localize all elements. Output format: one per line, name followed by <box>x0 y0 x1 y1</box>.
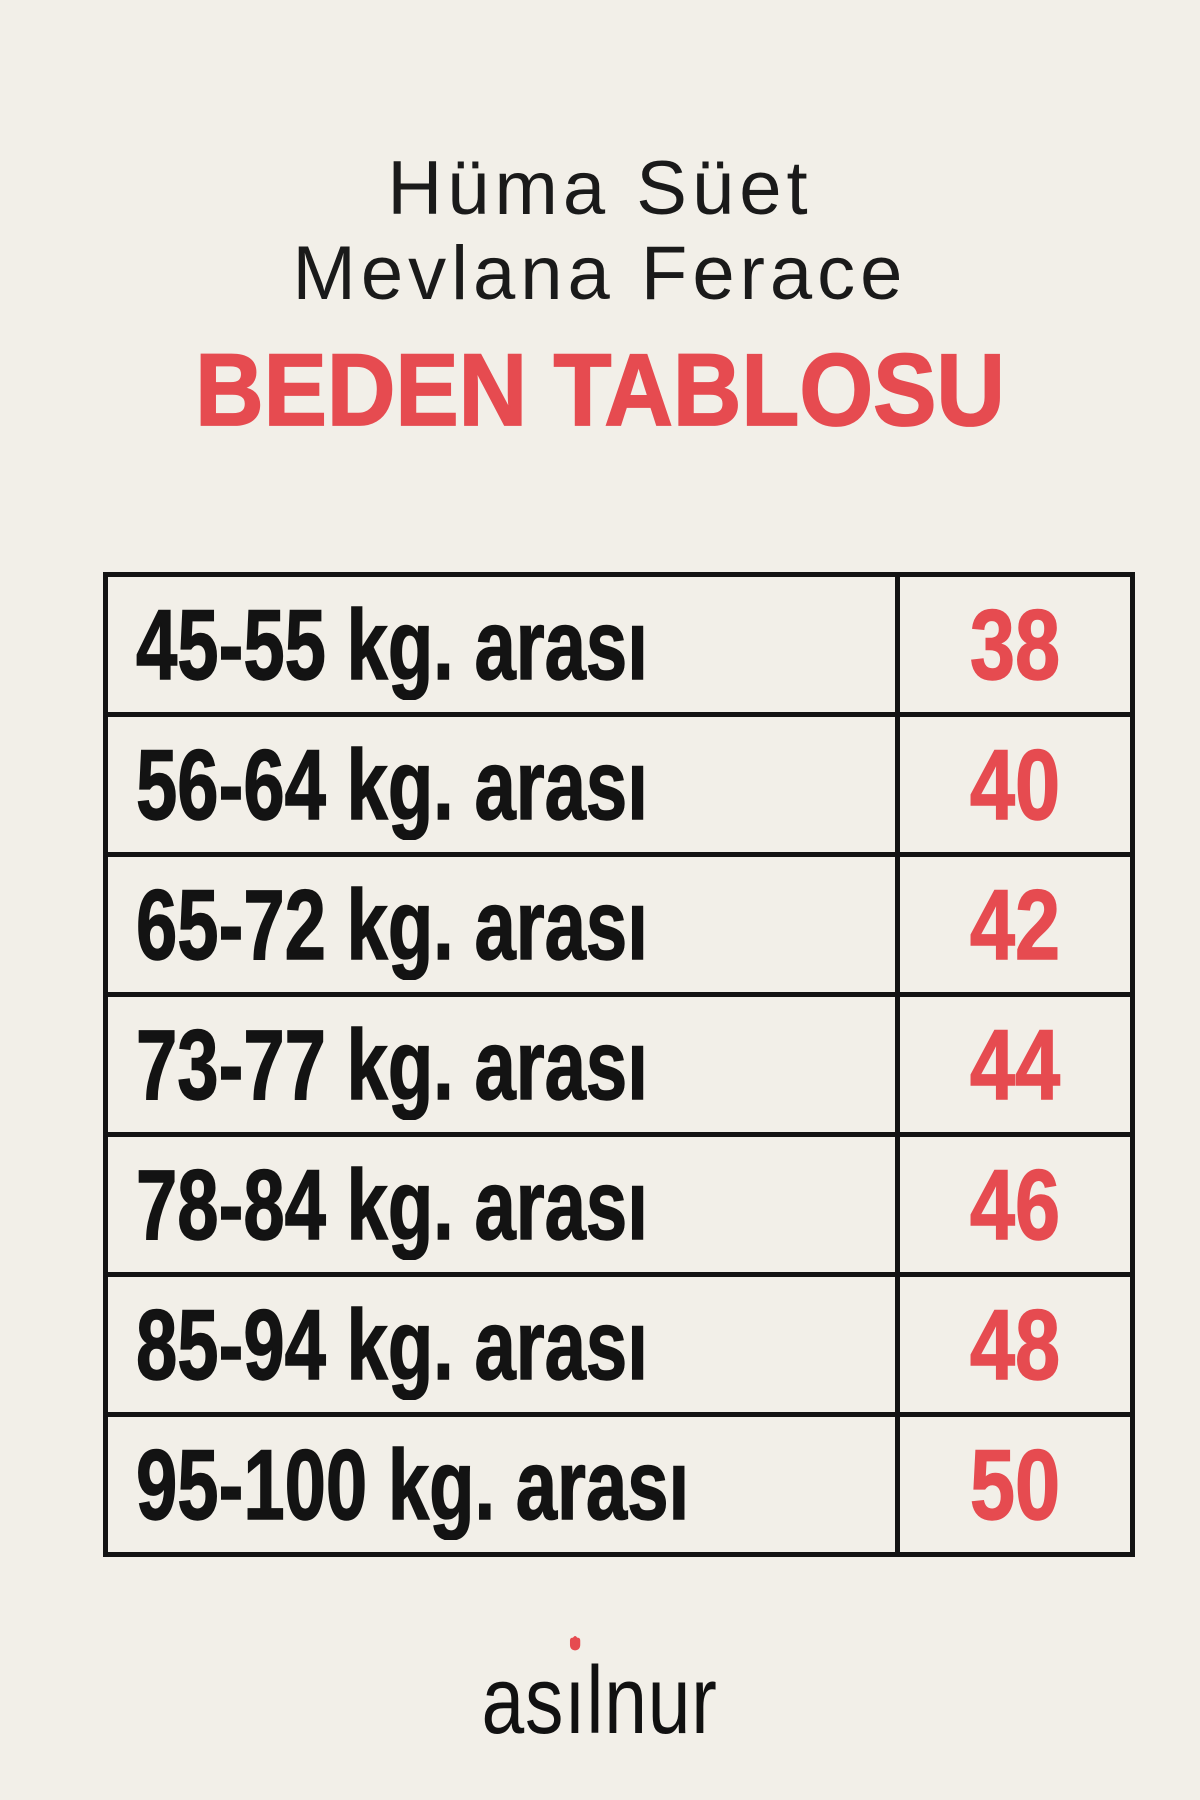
weight-range-text: 85-94 kg. arası <box>135 1289 648 1401</box>
table-row: 78-84 kg. arası 46 <box>103 1132 1135 1278</box>
weight-range-cell: 56-64 kg. arası <box>103 712 900 858</box>
weight-range-text: 45-55 kg. arası <box>135 589 648 701</box>
size-value-cell: 38 <box>895 572 1135 718</box>
brand-logo-i: ı <box>565 1636 587 1749</box>
size-value-text: 40 <box>969 729 1061 841</box>
page-title: BEDEN TABLOSU <box>194 333 1006 448</box>
tulip-dot-icon <box>570 1636 581 1651</box>
weight-range-cell: 65-72 kg. arası <box>103 852 900 998</box>
size-value-cell: 46 <box>895 1132 1135 1278</box>
size-value-cell: 48 <box>895 1272 1135 1418</box>
weight-range-text: 78-84 kg. arası <box>135 1149 648 1261</box>
brand-logo-dotless-i: ı <box>564 1647 587 1755</box>
weight-range-cell: 85-94 kg. arası <box>103 1272 900 1418</box>
weight-range-cell: 78-84 kg. arası <box>103 1132 900 1278</box>
table-row: 73-77 kg. arası 44 <box>103 992 1135 1138</box>
size-value-text: 42 <box>969 869 1061 981</box>
table-row: 85-94 kg. arası 48 <box>103 1272 1135 1418</box>
size-value-text: 44 <box>969 1009 1061 1121</box>
product-name-line1: Hüma Süet <box>387 146 813 231</box>
weight-range-text: 95-100 kg. arası <box>135 1429 690 1541</box>
table-row: 65-72 kg. arası 42 <box>103 852 1135 998</box>
brand-logo: ası lnur <box>482 1636 718 1749</box>
size-value-text: 46 <box>969 1149 1061 1261</box>
size-value-text: 50 <box>969 1429 1061 1541</box>
product-name-line2: Mevlana Ferace <box>292 231 908 317</box>
table-row: 45-55 kg. arası 38 <box>103 572 1135 718</box>
size-value-cell: 44 <box>895 992 1135 1138</box>
table-row: 95-100 kg. arası 50 <box>103 1412 1135 1558</box>
footer: ası lnur <box>0 1636 1200 1749</box>
weight-range-cell: 73-77 kg. arası <box>103 992 900 1138</box>
weight-range-text: 73-77 kg. arası <box>135 1009 648 1121</box>
brand-logo-part1: as <box>481 1647 565 1755</box>
size-table: 45-55 kg. arası 38 56-64 kg. arası 40 65… <box>103 572 1135 1558</box>
table-row: 56-64 kg. arası 40 <box>103 712 1135 858</box>
brand-logo-part2: lnur <box>586 1647 719 1755</box>
weight-range-cell: 95-100 kg. arası <box>103 1412 900 1558</box>
size-value-cell: 42 <box>895 852 1135 998</box>
weight-range-text: 65-72 kg. arası <box>135 869 648 981</box>
size-value-cell: 50 <box>895 1412 1135 1558</box>
size-value-text: 48 <box>969 1289 1061 1401</box>
weight-range-cell: 45-55 kg. arası <box>103 572 900 718</box>
size-value-cell: 40 <box>895 712 1135 858</box>
header: Hüma Süet Mevlana Ferace BEDEN TABLOSU <box>0 0 1200 448</box>
size-value-text: 38 <box>969 589 1061 701</box>
weight-range-text: 56-64 kg. arası <box>135 729 648 841</box>
